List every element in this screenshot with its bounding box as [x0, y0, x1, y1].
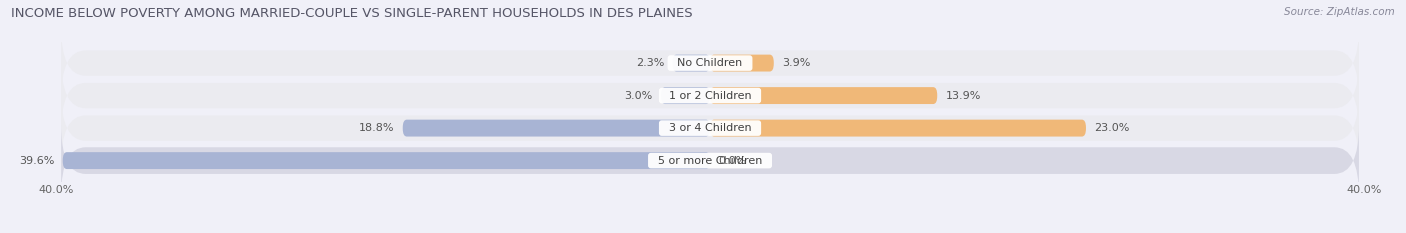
- FancyBboxPatch shape: [710, 87, 938, 104]
- Text: No Children: No Children: [671, 58, 749, 68]
- FancyBboxPatch shape: [710, 55, 773, 72]
- Text: 2.3%: 2.3%: [636, 58, 664, 68]
- FancyBboxPatch shape: [661, 87, 710, 104]
- FancyBboxPatch shape: [710, 120, 1085, 137]
- FancyBboxPatch shape: [60, 125, 1360, 196]
- Text: 3.0%: 3.0%: [624, 91, 652, 101]
- Text: 1 or 2 Children: 1 or 2 Children: [662, 91, 758, 101]
- Text: 39.6%: 39.6%: [20, 156, 55, 166]
- Text: 18.8%: 18.8%: [359, 123, 395, 133]
- FancyBboxPatch shape: [60, 92, 1360, 164]
- Text: 0.0%: 0.0%: [718, 156, 747, 166]
- Text: 23.0%: 23.0%: [1094, 123, 1129, 133]
- Text: 3 or 4 Children: 3 or 4 Children: [662, 123, 758, 133]
- Text: 3.9%: 3.9%: [782, 58, 810, 68]
- Text: INCOME BELOW POVERTY AMONG MARRIED-COUPLE VS SINGLE-PARENT HOUSEHOLDS IN DES PLA: INCOME BELOW POVERTY AMONG MARRIED-COUPL…: [11, 7, 693, 20]
- Text: Source: ZipAtlas.com: Source: ZipAtlas.com: [1284, 7, 1395, 17]
- FancyBboxPatch shape: [402, 120, 710, 137]
- FancyBboxPatch shape: [60, 27, 1360, 99]
- Text: 5 or more Children: 5 or more Children: [651, 156, 769, 166]
- FancyBboxPatch shape: [63, 152, 710, 169]
- FancyBboxPatch shape: [672, 55, 710, 72]
- FancyBboxPatch shape: [60, 59, 1360, 132]
- Text: 13.9%: 13.9%: [945, 91, 981, 101]
